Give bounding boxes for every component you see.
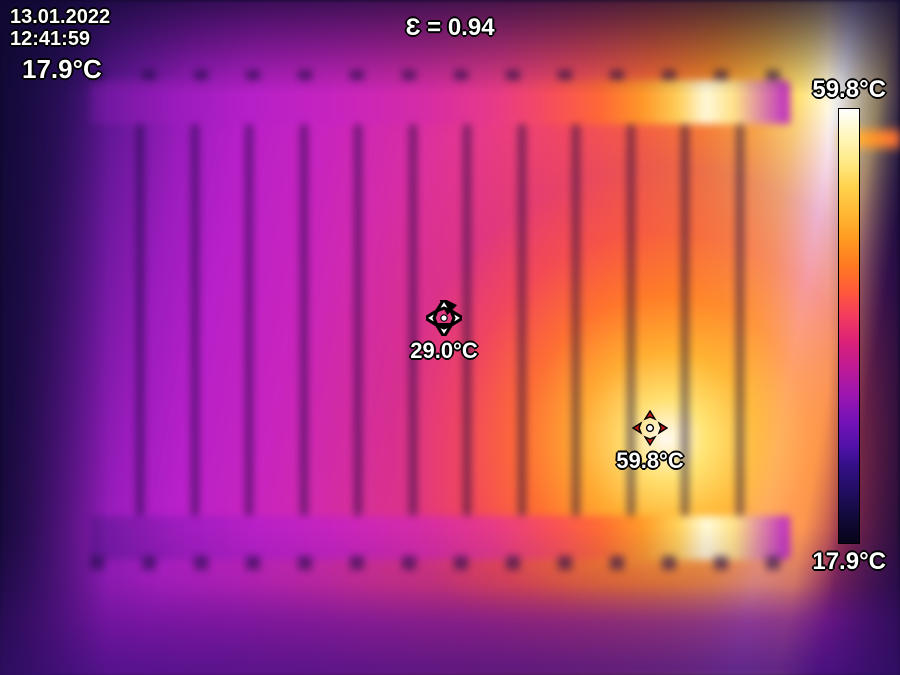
crosshair-icon — [632, 410, 668, 446]
capture-date: 13.01.2022 — [10, 6, 110, 29]
scale-max-label: 59.8°C — [812, 76, 886, 104]
temperature-colorbar — [838, 108, 860, 544]
crosshair-icon — [426, 300, 462, 336]
ambient-temp: 17.9°C — [22, 54, 102, 85]
spot-marker-center-label: 29.0°C — [410, 338, 478, 364]
emissivity-readout: Ɛ = 0.94 — [405, 14, 494, 42]
spot-marker-hot-label: 59.8°C — [616, 448, 684, 474]
scale-min-label: 17.9°C — [812, 548, 886, 576]
spot-marker-center: 29.0°C — [426, 300, 462, 336]
spot-marker-hot: 59.8°C — [632, 410, 668, 446]
capture-time: 12:41:59 — [10, 28, 90, 51]
